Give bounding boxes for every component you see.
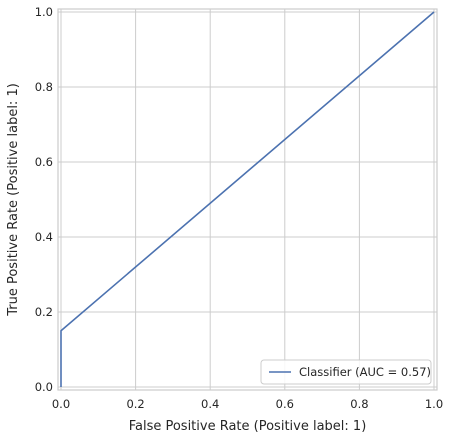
x-tick-label: 0.2 <box>126 397 144 411</box>
y-tick-label: 0.6 <box>35 155 53 169</box>
x-axis-title: False Positive Rate (Positive label: 1) <box>129 419 367 434</box>
y-tick-label: 0.2 <box>35 305 53 319</box>
x-tick-label: 0.6 <box>276 397 294 411</box>
y-tick-label: 0.8 <box>35 80 53 94</box>
legend-box <box>260 359 432 385</box>
grid-layer <box>58 9 437 390</box>
x-tick-label: 0.4 <box>201 397 219 411</box>
series-layer <box>60 11 435 387</box>
y-tick-label: 0.4 <box>35 230 53 244</box>
legend: Classifier (AUC = 0.57) <box>260 359 432 385</box>
legend-label: Classifier (AUC = 0.57) <box>299 365 431 379</box>
y-tick-label: 0.0 <box>35 380 53 394</box>
roc-curve-line <box>60 11 435 387</box>
x-tick-label: 0.8 <box>350 397 368 411</box>
y-axis-title: True Positive Rate (Positive label: 1) <box>6 83 21 317</box>
plot-border <box>57 8 438 391</box>
x-tick-label: 0.0 <box>52 397 70 411</box>
y-tick-label: 1.0 <box>35 5 53 19</box>
plot-frame <box>57 8 438 391</box>
x-tick-label: 1.0 <box>425 397 443 411</box>
tick-labels: 0.0 0.2 0.4 0.6 0.8 1.0 0.0 0.2 0.4 0.6 0.8 1.0 <box>35 5 443 411</box>
